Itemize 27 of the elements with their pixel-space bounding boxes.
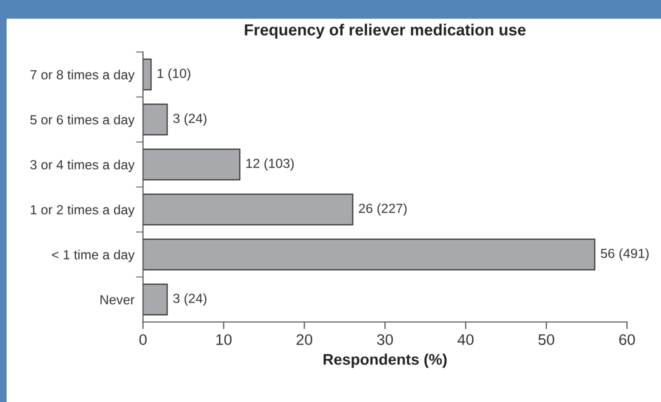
- x-tick-label: 20: [296, 334, 312, 346]
- y-tick-label: Never: [100, 295, 134, 304]
- data-label: 12 (103): [246, 158, 294, 171]
- bar: [143, 58, 152, 90]
- x-tick-label: 60: [619, 334, 635, 346]
- bar: [143, 238, 596, 270]
- chart-title: Frequency of reliever medication use: [244, 24, 526, 39]
- bar: [143, 148, 240, 180]
- bar: [143, 104, 168, 136]
- data-label: 1 (10): [158, 68, 190, 81]
- y-tick-label: 3 or 4 times a day: [30, 160, 135, 172]
- data-label: 3 (24): [173, 293, 206, 306]
- x-tick-label: 0: [139, 334, 147, 346]
- bar: [143, 284, 168, 316]
- y-tick-label: 5 or 6 times a day: [30, 114, 135, 128]
- y-tick-label: 7 or 8 times a day: [30, 70, 135, 82]
- x-tick-label: 10: [216, 334, 232, 346]
- data-label: 3 (24): [173, 113, 206, 126]
- x-axis-title: Respondents (%): [324, 354, 447, 368]
- x-tick-label: 50: [538, 334, 554, 346]
- data-label: 56 (491): [600, 248, 649, 261]
- y-tick-label: < 1 time a day: [52, 250, 135, 262]
- x-tick-label: 30: [377, 334, 393, 346]
- data-label: 26 (227): [358, 203, 407, 216]
- x-tick-label: 40: [458, 334, 474, 346]
- bar: [143, 194, 354, 226]
- y-tick-label: 1 or 2 times a day: [30, 204, 135, 218]
